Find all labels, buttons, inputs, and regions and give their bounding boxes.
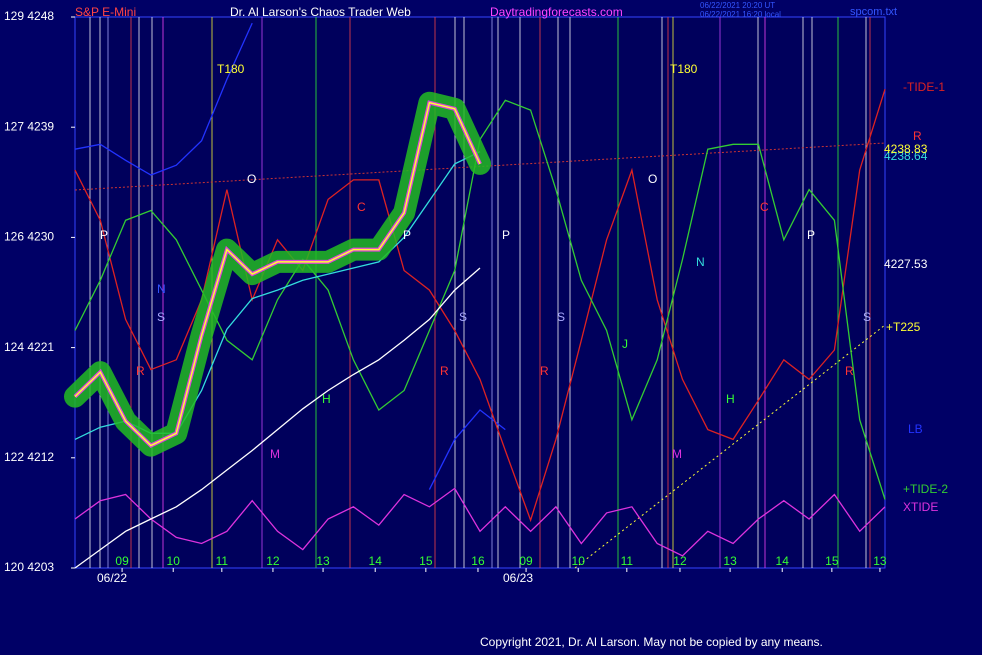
copyright: Copyright 2021, Dr. Al Larson. May not b…: [480, 635, 823, 649]
x-tick-label: 15: [419, 554, 433, 568]
y-tick-label: 120 4203: [4, 560, 54, 574]
x-tick-label: 11: [621, 554, 634, 568]
series-line: [74, 267, 481, 569]
cycle-annotation: P: [100, 228, 108, 242]
series-line: [74, 101, 481, 447]
cycle-annotation: S: [157, 310, 165, 324]
x-tick-label: 09: [115, 554, 129, 568]
right-label: +T225: [886, 320, 921, 334]
timestamp: 06/22/2021 20:20 UT: [700, 1, 775, 10]
cycle-annotation: M: [270, 447, 280, 461]
legend-label: LB: [908, 422, 923, 436]
y-tick-label: 129 4248: [4, 9, 54, 23]
cycle-annotation: R: [845, 364, 854, 378]
cycle-annotation: C: [357, 200, 366, 214]
x-tick-label: 10: [167, 554, 181, 568]
cycle-lines: [89, 17, 871, 568]
y-tick-label: 126 4230: [4, 230, 54, 244]
right-label: R: [913, 129, 922, 143]
cycle-annotation: C: [760, 200, 769, 214]
legend-label: 4227.53: [884, 257, 928, 271]
cycle-annotation: R: [136, 364, 145, 378]
date-label: 06/23: [503, 571, 533, 585]
legend-label: +TIDE-2: [903, 482, 948, 496]
chart-title: Dr. Al Larson's Chaos Trader Web: [230, 5, 411, 19]
y-tick-label: 127 4239: [4, 119, 54, 133]
site: Daytradingforecasts.com: [490, 5, 623, 19]
cycle-annotation: S: [557, 310, 565, 324]
series-line: [74, 89, 886, 523]
x-tick-label: 16: [471, 554, 485, 568]
x-tick-label: 13: [723, 554, 737, 568]
cycle-annotation: N: [157, 282, 166, 296]
x-tick-label: 13: [873, 554, 887, 568]
plot-area: [74, 16, 886, 569]
x-tick-label: 09: [519, 554, 533, 568]
legend-label: 4238.83: [884, 142, 928, 156]
cycle-annotation: S: [459, 310, 467, 324]
cycle-annotation: P: [403, 228, 411, 242]
cycle-annotation: S: [863, 310, 871, 324]
series-line: [74, 487, 886, 557]
x-tick-label: 12: [266, 554, 280, 568]
instrument: S&P E-Mini: [75, 5, 136, 19]
x-tick-label: 14: [369, 554, 383, 568]
cycle-annotation: H: [726, 392, 735, 406]
y-tick-label: 122 4212: [4, 450, 54, 464]
cycle-annotation: N: [696, 255, 705, 269]
legend-label: XTIDE: [903, 500, 938, 514]
t225-line: [574, 324, 886, 569]
cycle-annotation: H: [322, 392, 331, 406]
x-tick-label: 15: [825, 554, 839, 568]
cycle-annotation: T180: [670, 62, 698, 76]
x-tick-label: 14: [776, 554, 790, 568]
cycle-annotation: O: [648, 172, 657, 186]
date-label: 06/22: [97, 571, 127, 585]
series-line: [74, 22, 506, 490]
legend-label: 4238.64: [884, 149, 928, 163]
x-tick-label: 12: [673, 554, 687, 568]
y-tick-label: 124 4221: [4, 340, 54, 354]
x-tick-label: 11: [216, 554, 229, 568]
legend-label: -TIDE-1: [903, 80, 945, 94]
cycle-annotation: T180: [217, 62, 245, 76]
cycle-annotation: O: [247, 172, 256, 186]
x-tick-label: 13: [316, 554, 330, 568]
cycle-annotation: R: [540, 364, 549, 378]
cycle-annotation: M: [672, 447, 682, 461]
x-tick-label: 10: [572, 554, 586, 568]
cycle-annotation: P: [502, 228, 510, 242]
file-name: spcom.txt: [850, 6, 897, 18]
timestamp: 06/22/2021 16:20 local: [700, 10, 781, 19]
cycle-annotation: R: [440, 364, 449, 378]
cycle-annotation: J: [622, 337, 628, 351]
cycle-annotation: P: [807, 228, 815, 242]
